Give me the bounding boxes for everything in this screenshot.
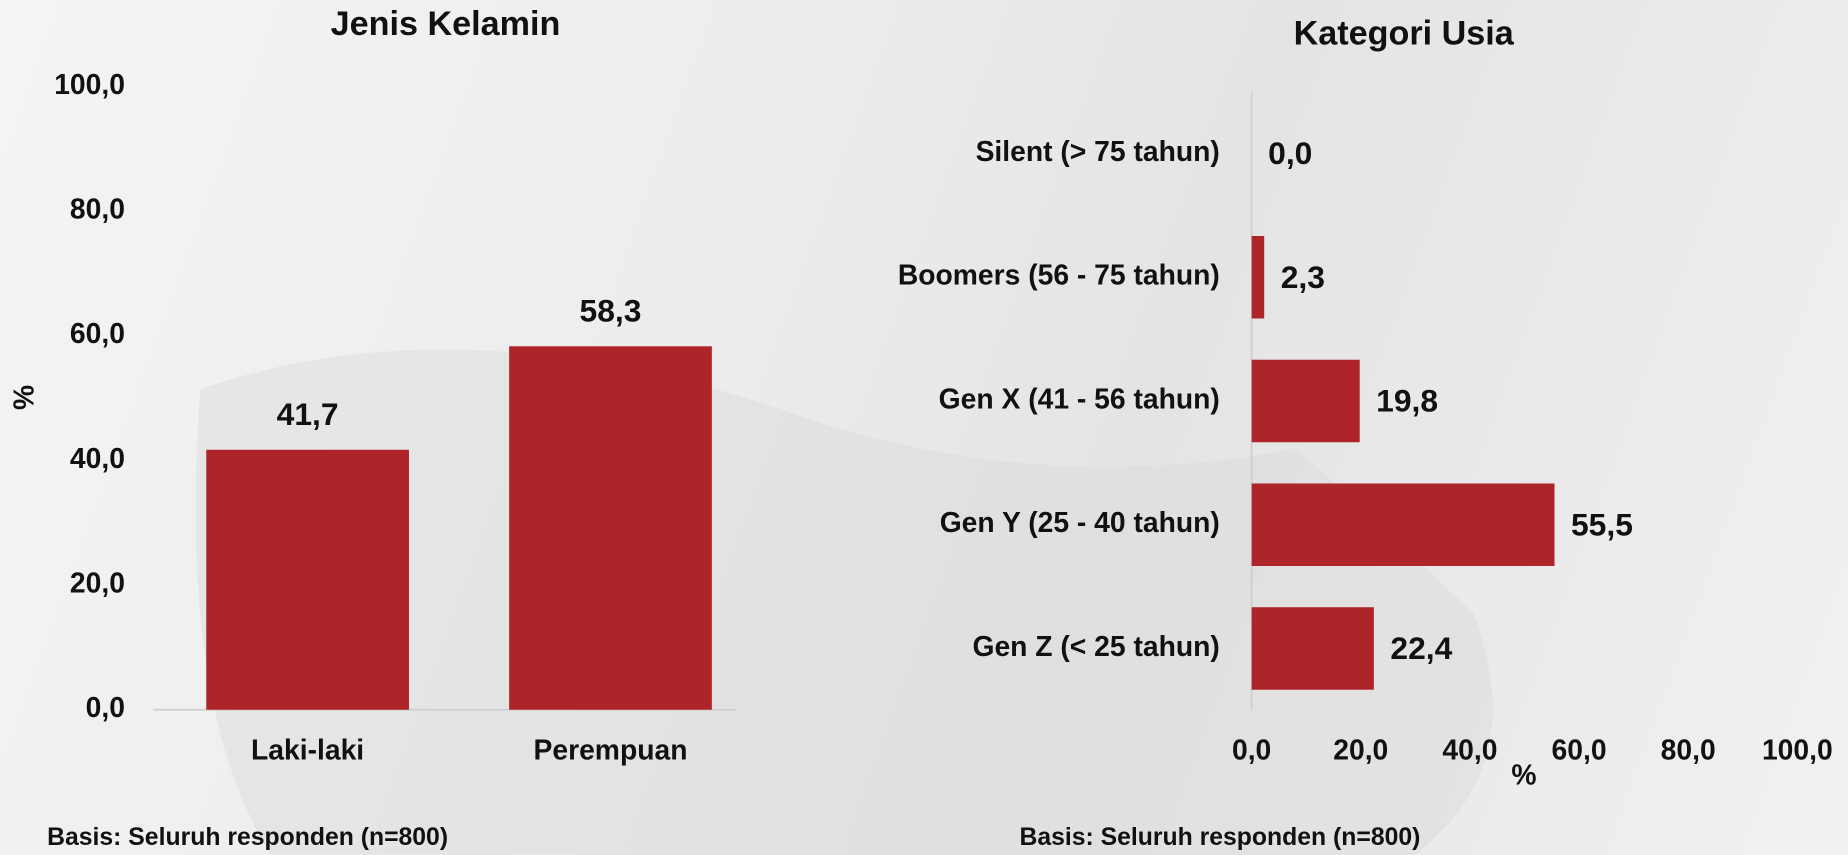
x-tick-label: 80,0 [1661,734,1716,766]
value-label: 41,7 [277,396,339,432]
y-tick-label: Gen Y (25 - 40 tahun) [940,506,1220,538]
y-axis-label: % [7,385,39,410]
y-tick-label: 40,0 [70,442,125,474]
value-label: 19,8 [1376,383,1438,419]
value-label: 2,3 [1281,259,1325,295]
x-tick-label: Perempuan [534,734,688,766]
bar [206,450,409,710]
x-tick-label: 100,0 [1762,734,1833,766]
bar [509,346,712,709]
value-label: 22,4 [1390,630,1452,666]
bar [1252,607,1374,690]
x-tick-label: Laki-laki [251,734,364,766]
note: Basis: Seluruh responden (n=800) [1019,824,1420,851]
x-tick-label: 40,0 [1442,734,1497,766]
x-tick-label: 60,0 [1552,734,1607,766]
value-label: 0,0 [1268,135,1312,171]
y-tick-label: Boomers (56 - 75 tahun) [898,259,1220,291]
y-tick-label: Gen X (41 - 56 tahun) [939,382,1220,414]
chart-title: Kategori Usia [1294,15,1515,53]
x-tick-label: 0,0 [1232,734,1271,766]
y-tick-label: 60,0 [70,317,125,349]
charts: Jenis Kelamin % Basis: Seluruh responden… [0,0,1848,855]
x-axis-label: % [1511,758,1536,790]
value-label: 55,5 [1571,506,1633,542]
y-tick-label: 80,0 [70,192,125,224]
value-label: 58,3 [580,293,642,329]
bar [1252,236,1265,319]
bar [1252,360,1360,443]
x-tick-label: 20,0 [1333,734,1388,766]
y-tick-label: 20,0 [70,567,125,599]
note: Basis: Seluruh responden (n=800) [47,824,448,851]
y-tick-label: 0,0 [86,691,125,723]
bar [1252,483,1555,565]
y-tick-label: 100,0 [54,68,125,100]
y-tick-label: Silent (> 75 tahun) [976,135,1220,167]
y-tick-label: Gen Z (< 25 tahun) [972,630,1219,662]
chart-title: Jenis Kelamin [331,5,561,43]
